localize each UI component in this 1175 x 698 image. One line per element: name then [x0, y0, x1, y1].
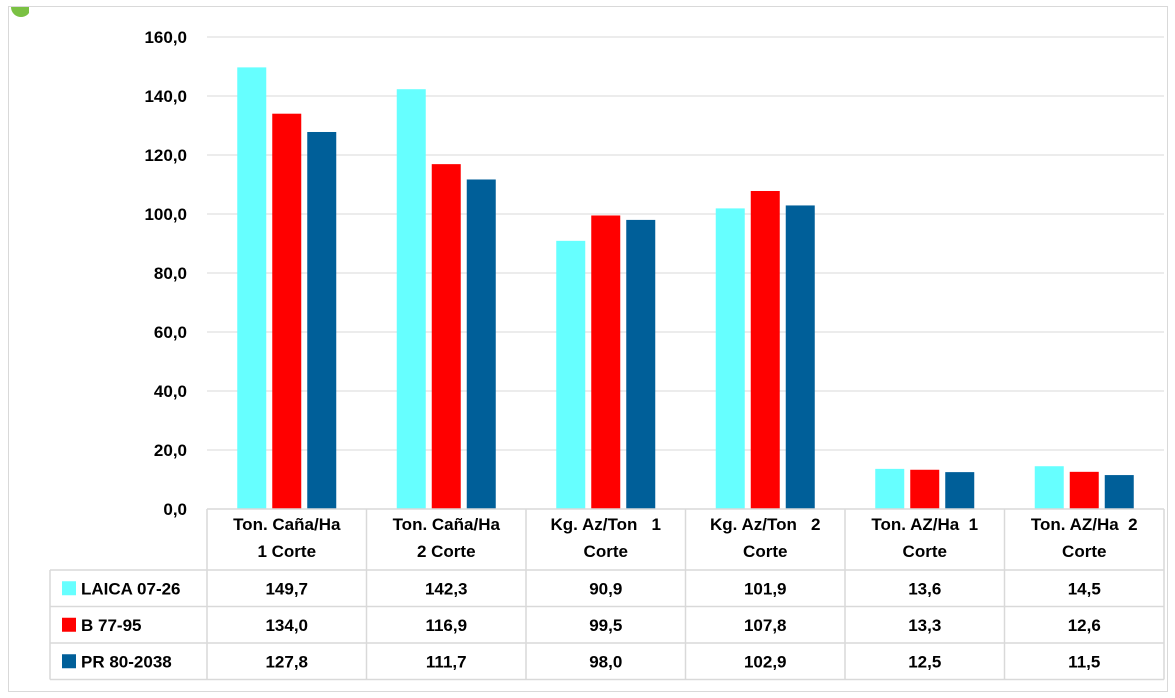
legend-swatch — [62, 581, 76, 596]
bar — [715, 208, 745, 509]
y-tick-label: 100,0 — [144, 205, 187, 224]
data-value: 116,9 — [425, 616, 467, 635]
data-value: 107,8 — [744, 616, 787, 635]
data-value: 12,5 — [908, 652, 941, 671]
category-label: Corte — [903, 542, 947, 561]
data-value: 149,7 — [265, 579, 308, 598]
y-tick-label: 140,0 — [144, 87, 187, 106]
y-tick-label: 40,0 — [154, 382, 187, 401]
bar — [396, 89, 426, 509]
bars — [237, 67, 1134, 510]
data-value: 111,7 — [426, 652, 467, 671]
bar — [875, 468, 905, 509]
bar — [750, 190, 780, 510]
category-label: Kg. Az/Ton 1 — [551, 515, 662, 534]
category-label: Ton. Caña/Ha — [393, 515, 501, 534]
legend-label: PR 80-2038 — [81, 652, 172, 671]
bar — [307, 131, 337, 510]
data-value: 14,5 — [1068, 579, 1101, 598]
data-value: 99,5 — [589, 616, 622, 635]
data-value: 142,3 — [425, 579, 468, 598]
y-axis-ticks: 0,0 20,0 40,0 60,0 80,0 100,0 120,0 140,0 160,0 — [144, 28, 187, 519]
y-tick-label: 160,0 — [144, 28, 187, 47]
data-value: 13,3 — [908, 616, 941, 635]
y-tick-label: 0,0 — [163, 500, 187, 519]
data-value: 134,0 — [265, 616, 308, 635]
data-table: Ton. Caña/Ha 1 Corte Ton. Caña/Ha 2 Corte Kg… — [49, 508, 1165, 681]
category-label: Corte — [584, 542, 628, 561]
bar — [431, 164, 461, 509]
bar — [272, 113, 302, 509]
bar — [910, 469, 940, 509]
bar — [945, 472, 975, 509]
data-value: 11,5 — [1068, 652, 1100, 671]
category-label: Corte — [743, 542, 787, 561]
category-label: Ton. AZ/Ha 2 — [1031, 515, 1138, 534]
bar — [466, 179, 496, 510]
data-value: 98,0 — [589, 652, 622, 671]
legend-label: LAICA 07-26 — [81, 579, 181, 598]
bar — [1034, 466, 1064, 509]
bar — [626, 219, 656, 509]
category-label: 2 Corte — [417, 542, 476, 561]
y-tick-label: 80,0 — [154, 264, 187, 283]
legend-label: B 77-95 — [81, 616, 141, 635]
chart-frame — [8, 6, 1168, 692]
legend-swatch — [62, 617, 76, 632]
data-value: 13,6 — [908, 579, 941, 598]
bar — [1069, 471, 1099, 509]
y-tick-label: 60,0 — [154, 323, 187, 342]
y-tick-label: 20,0 — [154, 441, 187, 460]
data-value: 102,9 — [744, 652, 787, 671]
data-value: 127,8 — [265, 652, 308, 671]
category-label: Corte — [1062, 542, 1106, 561]
y-tick-label: 120,0 — [144, 146, 187, 165]
category-label: Kg. Az/Ton 2 — [710, 515, 821, 534]
data-value: 101,9 — [744, 579, 787, 598]
category-label: Ton. AZ/Ha 1 — [871, 515, 978, 534]
bar — [237, 67, 267, 509]
data-value: 12,6 — [1068, 616, 1101, 635]
category-label: 1 Corte — [257, 542, 316, 561]
bar — [591, 215, 621, 509]
legend-swatch — [62, 654, 76, 669]
data-value: 90,9 — [589, 579, 622, 598]
category-label: Ton. Caña/Ha — [233, 515, 341, 534]
gridlines — [207, 36, 1164, 451]
bar — [556, 240, 586, 509]
corner-mark — [9, 7, 29, 19]
bar — [785, 205, 815, 509]
bar — [1104, 475, 1134, 509]
